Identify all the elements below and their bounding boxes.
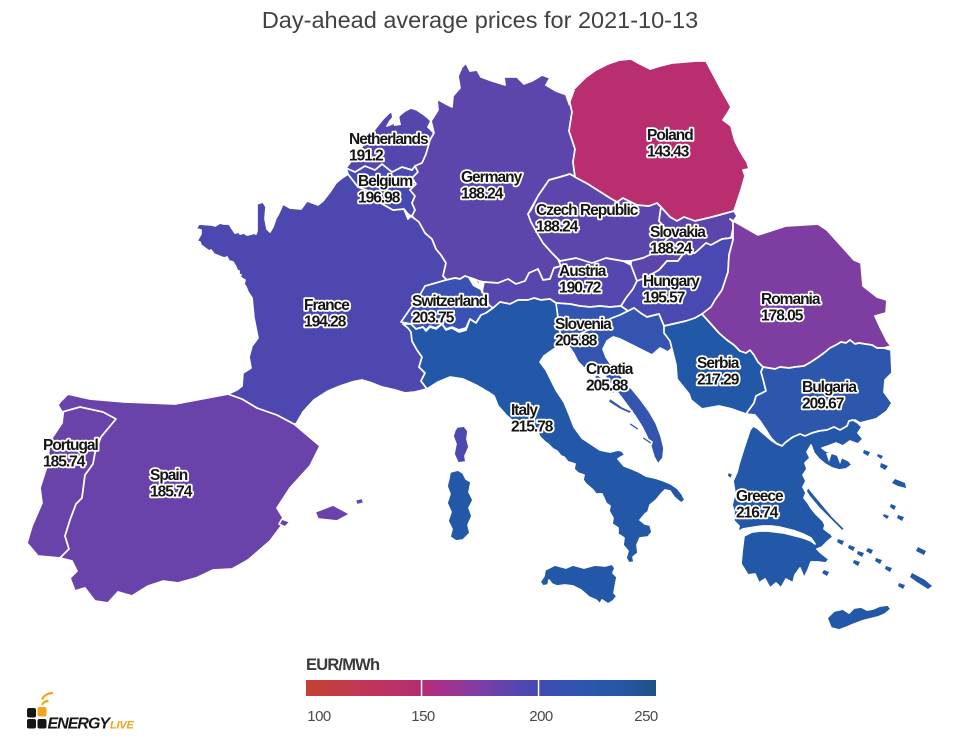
svg-text:188.24: 188.24 [461, 186, 504, 203]
svg-text:France: France [304, 297, 350, 314]
svg-text:190.72: 190.72 [559, 280, 601, 297]
svg-text:Bulgaria: Bulgaria [802, 379, 857, 396]
svg-text:Czech Republic: Czech Republic [536, 202, 639, 219]
svg-text:Romania: Romania [761, 291, 821, 308]
svg-text:188.24: 188.24 [536, 219, 579, 236]
svg-text:Netherlands: Netherlands [349, 131, 428, 148]
svg-text:143.43: 143.43 [647, 144, 690, 161]
svg-text:185.74: 185.74 [150, 484, 193, 501]
svg-text:Belgium: Belgium [358, 173, 412, 190]
svg-text:191.2: 191.2 [349, 148, 383, 165]
svg-text:216.74: 216.74 [736, 505, 779, 522]
svg-text:Portugal: Portugal [43, 437, 99, 454]
svg-text:Poland: Poland [647, 127, 693, 144]
svg-text:209.67: 209.67 [802, 396, 844, 413]
svg-text:205.88: 205.88 [555, 333, 598, 350]
svg-text:Italy: Italy [511, 402, 538, 419]
svg-text:Spain: Spain [150, 467, 188, 484]
svg-text:Serbia: Serbia [697, 355, 740, 372]
svg-text:LIVE: LIVE [110, 720, 135, 732]
svg-text:Austria: Austria [559, 263, 607, 280]
svg-text:Switzerland: Switzerland [412, 293, 488, 310]
svg-text:Greece: Greece [736, 488, 784, 505]
svg-text:ENERGY: ENERGY [48, 716, 112, 733]
svg-text:217.29: 217.29 [697, 372, 740, 389]
svg-text:185.74: 185.74 [43, 454, 86, 471]
svg-text:203.75: 203.75 [412, 310, 455, 327]
svg-text:Hungary: Hungary [643, 273, 700, 290]
svg-text:Slovenia: Slovenia [555, 316, 612, 333]
svg-text:188.24: 188.24 [650, 241, 693, 258]
svg-text:Slovakia: Slovakia [650, 224, 706, 241]
svg-text:Croatia: Croatia [586, 361, 634, 378]
svg-text:215.78: 215.78 [511, 419, 554, 436]
svg-text:195.57: 195.57 [643, 290, 685, 307]
svg-text:205.88: 205.88 [586, 378, 629, 395]
svg-text:178.05: 178.05 [761, 308, 804, 325]
svg-text:Germany: Germany [461, 169, 523, 186]
svg-text:194.28: 194.28 [304, 314, 347, 331]
svg-text:196.98: 196.98 [358, 190, 401, 207]
